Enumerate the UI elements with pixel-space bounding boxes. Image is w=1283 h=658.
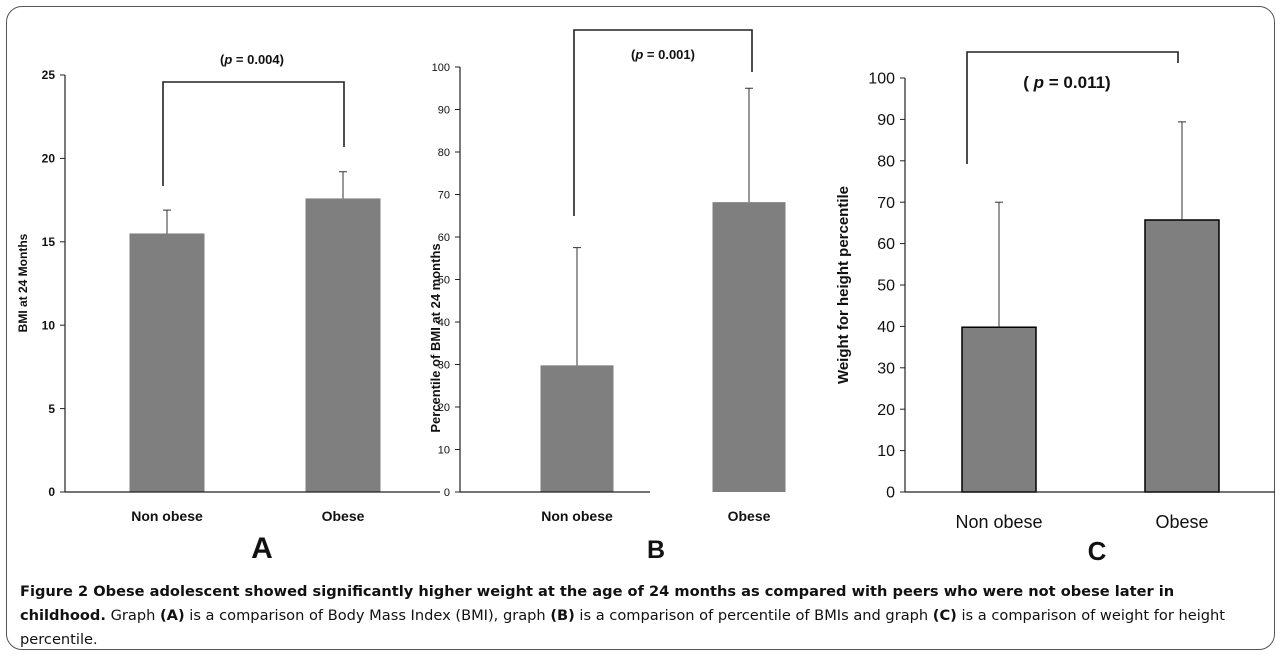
y-tick-label: 10 [42,318,56,332]
y-tick-label: 50 [877,278,895,295]
bar-non-obese [961,326,1037,493]
y-tick-label: 40 [877,319,895,336]
panel-label: B [647,536,665,564]
y-tick-label: 70 [877,195,895,212]
chart-c: 0 10 20 30 40 50 60 70 80 90 100 Non obese Obese Weig… [835,51,1275,566]
y-tick-label: 15 [42,235,56,249]
panel-label: A [251,532,273,565]
category-label: Non obese [131,508,203,524]
y-tick-label: 10 [877,443,895,460]
y-tick-label: 40 [438,317,450,329]
bar-obese [712,202,786,492]
caption-label-a: (A) [159,607,185,624]
y-tick-label: 90 [877,112,895,129]
y-tick-label: 100 [432,62,450,74]
significance-label: (p = 0.004) [220,52,284,67]
significance-label: (p = 0.001) [631,47,695,62]
figure-caption: Figure 2 Obese adolescent showed signifi… [20,580,1260,652]
y-tick-label: 0 [444,487,450,499]
panel-label: C [1088,536,1107,566]
y-tick-label: 100 [868,71,895,88]
y-tick-label: 25 [42,68,56,82]
chart-a: 0 5 10 15 20 25 Non obese Obese BMI at 24 Months… [16,52,440,565]
y-tick-label: 0 [886,485,895,502]
bar-non-obese [129,233,205,492]
y-tick-label: 50 [438,274,450,286]
y-axis-label: BMI at 24 Months [16,233,30,332]
caption-part3: is a comparison of percentile of BMIs an… [574,607,933,624]
bar-obese [1144,219,1220,493]
figure-frame [6,6,1275,650]
y-tick-label: 30 [438,359,450,371]
bar-obese [305,198,381,492]
category-label: Non obese [541,508,613,524]
caption-part4: is a comparison of weight for height per… [20,607,1225,648]
caption-label-b: (B) [550,607,575,624]
significance-bracket [966,51,1179,164]
y-tick-label: 5 [48,402,55,416]
y-tick-label: 90 [438,104,450,116]
y-tick-label: 80 [438,147,450,159]
y-tick-label: 30 [877,360,895,377]
caption-title: Figure 2 Obese adolescent showed signifi… [20,583,1175,624]
category-label: Obese [1155,512,1208,532]
category-label: Obese [728,508,771,524]
y-tick-label: 70 [438,189,450,201]
caption-part1: Graph [105,607,160,624]
category-label: Non obese [955,512,1042,532]
y-tick-label: 60 [877,236,895,253]
caption-label-c: (C) [932,607,957,624]
bar-non-obese [540,365,614,492]
caption-part2: is a comparison of Body Mass Index (BMI)… [184,607,551,624]
y-tick-label: 20 [877,402,895,419]
y-axis-label: Percentile of BMI at 24 months [428,243,443,432]
significance-bracket [573,29,753,216]
y-axis-label: Weight for height percentile [835,186,852,384]
significance-bracket [162,81,345,186]
y-tick-label: 20 [42,152,56,166]
chart-b: 0 10 20 30 40 50 60 70 80 90 100 Non obese Obese Perc… [428,29,786,564]
y-tick-label: 0 [48,485,55,499]
y-tick-label: 20 [438,402,450,414]
category-label: Obese [322,508,365,524]
y-tick-label: 80 [877,153,895,170]
charts-svg: 0 5 10 15 20 25 Non obese Obese BMI at 24 Months… [16,29,1275,566]
y-tick-label: 60 [438,232,450,244]
significance-label: ( p = 0.011) [1023,73,1110,92]
y-tick-label: 10 [438,444,450,456]
